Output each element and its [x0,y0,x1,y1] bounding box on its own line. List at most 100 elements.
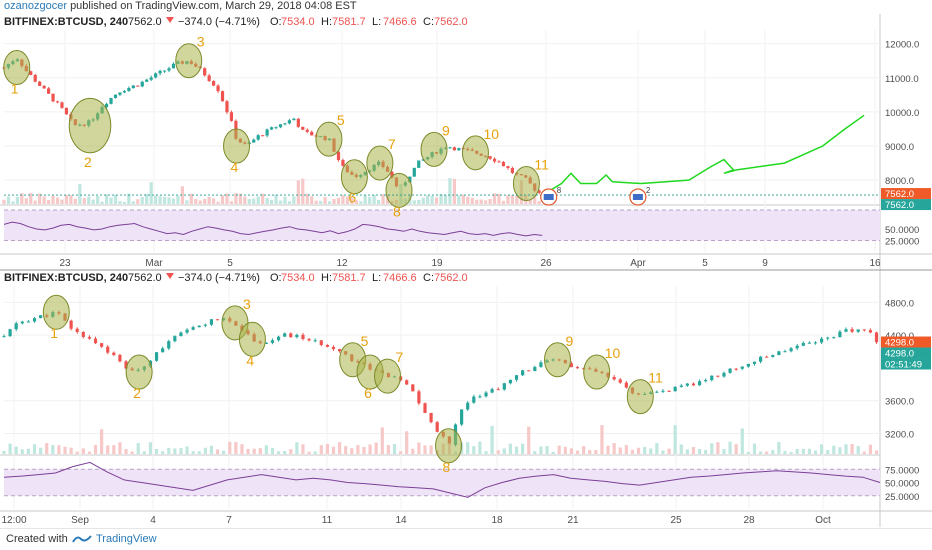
volume-bar [807,448,811,454]
annotation-label: 10 [483,126,499,142]
volume-bar [325,443,329,454]
ohlc-key-l: L: [372,272,381,284]
author-link[interactable]: ozanozgocer [4,0,67,12]
volume-bar [198,200,202,204]
projection-path [541,114,865,196]
volume-bar [310,196,314,204]
candle-body [850,329,854,332]
volume-bar [136,443,140,454]
candle-body [8,329,12,337]
volume-bar [466,196,470,204]
ohlc-value-h: 7581.7 [332,272,366,284]
volume-bar [69,195,73,204]
candle-body [112,352,116,356]
candle-body [521,370,525,376]
volume-bar [429,445,433,454]
volume-bar [704,449,708,454]
ohlc-key-c: C: [423,272,434,284]
volume-bar [439,193,443,204]
annotation-label: 2 [133,385,141,401]
candle-body [502,383,506,390]
volume-bar [287,201,292,204]
candle-body [490,389,494,393]
candle-body [746,363,750,367]
x-tick-label: 4 [150,515,156,526]
volume-bar [813,450,818,454]
candle-body [269,127,274,130]
candle-body [488,156,492,159]
candle-body [191,327,195,330]
chart-panel-2: BITFINEX:BTCUSD, 240 7562.0 −374.0 (−4.71%… [0,269,932,527]
event-marker-count: 2 [646,186,651,195]
candle-body [728,368,732,373]
candle-body [510,168,514,173]
volume-bar [189,193,193,204]
candle-body [81,331,85,337]
volume-bar [649,448,653,454]
volume-bar [154,195,158,204]
x-tick-label: 16 [869,258,881,269]
candle-body [624,382,628,388]
price-tag-box [881,188,931,200]
candle-body [734,368,738,370]
tradingview-logo-icon [72,535,92,543]
candle-body [514,375,519,380]
candle-body [301,126,305,130]
volume-bar [354,200,358,204]
volume-bar [501,200,506,204]
volume-bar [20,449,24,454]
annotation-ellipse [315,121,343,157]
volume-bar [600,425,604,454]
annotation-ellipse [583,354,611,390]
candle-body [212,81,216,86]
last-price-header: 7562.0 [128,16,162,28]
annotation-ellipse [626,379,654,415]
rsi-band [4,210,880,241]
candle-body [158,70,162,74]
volume-bar [243,196,247,204]
charts-container: BITFINEX:BTCUSD, 240 7562.0 −374.0 (−4.71%… [0,14,932,527]
x-tick-label: Mar [145,258,163,269]
volume-bar [508,443,513,454]
price-tag-label: 7562.0 [885,200,914,211]
volume-bar [57,445,61,454]
volume-bar [667,448,671,454]
volume-bar [113,194,118,204]
price-tag-label: 4298.0 [885,338,914,349]
volume-bar [426,195,430,204]
volume-bar [514,446,519,454]
volume-bar [106,445,110,454]
annotation-ellipse [420,131,448,167]
volume-bar [423,445,427,454]
candle-body [69,320,73,329]
price-tag-box [881,347,931,359]
candle-body [283,333,287,337]
volume-bar [345,196,349,204]
volume-bar [24,198,28,204]
volume-bar [225,193,229,204]
volume-bar [167,197,171,204]
candle-body [457,148,461,151]
annotation-ellipse [223,128,251,164]
volume-bar [270,447,275,454]
candle-body [32,318,37,322]
volume-bar [269,199,274,204]
annotation-label: 4 [231,159,239,175]
x-tick-label: Apr [630,258,646,269]
volume-bar [258,448,262,454]
volume-bar [26,448,31,454]
volume-bar [148,442,153,454]
volume-bar [171,198,176,204]
volume-bar [457,195,461,204]
volume-bar [173,448,177,454]
candle-body [118,355,122,362]
candle-body [149,77,153,80]
volume-bar [405,431,409,454]
tradingview-brand-link[interactable]: TradingView [96,533,157,545]
candle-body [207,75,211,82]
annotation-ellipse [435,428,463,464]
volume-bar [319,200,323,204]
volume-bar [118,201,122,204]
flag-icon [632,194,643,200]
volume-bar [274,194,278,204]
